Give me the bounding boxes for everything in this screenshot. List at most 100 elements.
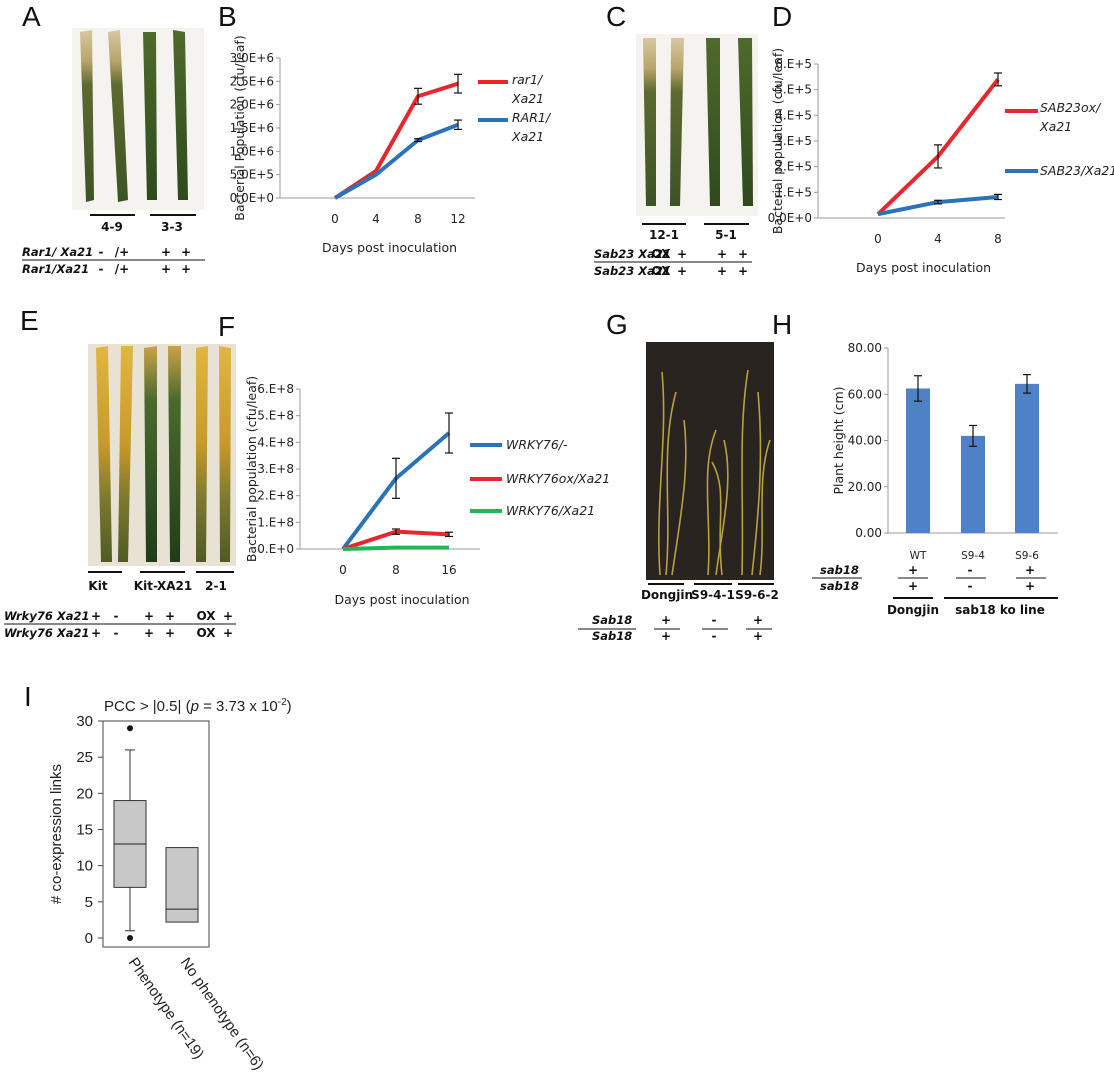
genotype-row-label: sab18 (820, 563, 859, 577)
y-tick-label: 25 (76, 749, 93, 766)
leaf-image (168, 346, 181, 562)
genotype-symbol: + (908, 579, 918, 593)
y-tick-label: 6.E+8 (257, 382, 294, 396)
x-tick-label: WT (910, 550, 927, 562)
series-line (333, 81, 459, 200)
genotype-symbol: + (738, 247, 748, 261)
y-axis-label: Bacterial population (cfu/leaf) (770, 48, 785, 234)
panel-label-h: H (772, 309, 792, 340)
panel-f: F (218, 311, 235, 342)
x-tick-label: 8 (414, 212, 422, 226)
leaf-image (118, 346, 133, 562)
outlier-point (127, 935, 133, 941)
leaf-image (219, 346, 231, 562)
series-line (334, 122, 459, 200)
genotype-symbol: /+ (115, 262, 129, 276)
y-tick-label: 3.E+5 (775, 134, 812, 148)
y-tick-label: 80.00 (848, 341, 882, 355)
y-tick-label: 2.0E+6 (230, 98, 274, 112)
genotype-row-label: Sab18 (592, 629, 632, 643)
leaf-image (173, 30, 188, 200)
genotype-symbol: + (223, 626, 233, 640)
legend-label: WRKY76ox/Xa21 (506, 471, 610, 486)
genotype-symbol: + (661, 629, 671, 643)
chart-d: 0.0E+0 1.E+5 2.E+5 3.E+5 4.E+5 5.E+5 6.E+5 0 4 8 B… (768, 48, 1114, 275)
y-tick-label: 1.E+5 (775, 185, 812, 199)
leaf-image (96, 346, 112, 562)
y-tick-label: 3.0E+6 (230, 51, 274, 65)
panel-label-i: I (24, 681, 32, 712)
genotype-symbol: + (161, 245, 171, 259)
panel-a: A 4-9 3-3 Rar1/ Xa21 Rar1/Xa21 - /+ + + … (22, 1, 205, 276)
y-tick-label: 2.E+8 (257, 489, 294, 503)
panel-label-e: E (20, 305, 39, 336)
leaf-image (196, 346, 208, 562)
x-tick-label: 16 (441, 563, 456, 577)
series-line (342, 545, 449, 551)
leaf-image (670, 38, 684, 206)
genotype-symbol: + (753, 613, 763, 627)
legend-label: Xa21 (511, 91, 544, 106)
genotype-symbol: + (144, 626, 154, 640)
leaf-image (108, 30, 128, 202)
genotype-row-label: Rar1/Xa21 (22, 262, 89, 276)
y-tick-label: 0 (85, 930, 93, 947)
panel-g: G Dongjin S9-4-1 S9-6-2 Sab18 Sab18 + - … (578, 309, 779, 643)
genotype-symbol: + (1025, 563, 1035, 577)
leaf-photo-c (636, 34, 758, 216)
genotype-symbol: + (738, 264, 748, 278)
y-tick-label: 5.0E+5 (230, 168, 274, 182)
y-axis-label: Plant height (cm) (831, 386, 846, 494)
chart-b: 0.0E+0 5.0E+5 1.0E+6 1.5E+6 2.0E+6 2.5E+6 3.0E… (230, 35, 552, 255)
y-axis-label: Bacterial population (cfu/leaf) (244, 376, 259, 562)
x-tick-label: 4 (372, 212, 380, 226)
genotype-symbol: - (99, 262, 104, 276)
bar (961, 435, 985, 533)
x-tick-label: 0 (874, 232, 882, 246)
y-tick-label: 2.E+5 (775, 160, 812, 174)
y-tick-label: 40.00 (848, 434, 882, 448)
genotype-row-label: Sab18 (592, 613, 632, 627)
genotype-row-label: Wrky76 Xa21 (4, 609, 89, 623)
leaf-image (643, 38, 656, 206)
y-tick-label: 1.5E+6 (230, 121, 274, 135)
box (165, 847, 199, 923)
y-axis-label: # co-expression links (48, 764, 65, 904)
group-label: Dongjin (887, 603, 939, 617)
x-tick-label: 0 (331, 212, 339, 226)
genotype-symbol: + (165, 609, 175, 623)
panel-label-g: G (606, 309, 628, 340)
legend-label: rar1/ (512, 72, 544, 87)
outlier-point (127, 725, 133, 732)
genotype-symbol: - (114, 626, 119, 640)
genotype-symbol: + (161, 262, 171, 276)
panel-label-b: B (218, 1, 237, 32)
leaf-photo-e (88, 344, 236, 566)
genotype-symbol: + (165, 626, 175, 640)
genotype-symbol: + (717, 264, 727, 278)
line-label: 2-1 (205, 579, 227, 593)
y-tick-label: 10 (76, 858, 93, 875)
y-tick-label: 60.00 (848, 387, 882, 401)
genotype-symbol: - (968, 563, 973, 577)
boxplot-title: PCC > |0.5| (p = 3.73 x 10-2) (104, 697, 292, 715)
y-tick-label: 1.0E+6 (230, 144, 274, 158)
y-tick-label: 5.E+8 (257, 409, 294, 423)
chart-f: 0.E+0 1.E+8 2.E+8 3.E+8 4.E+8 5.E+8 6.E+8 0 8 16 B… (244, 376, 610, 607)
leaf-image (706, 38, 720, 206)
x-tick-label: 12 (450, 212, 465, 226)
panel-label-f: F (218, 311, 235, 342)
bar (1015, 383, 1039, 533)
panel-c: C 12-1 5-1 Sab23 Xa21 Sab23 Xa21 OX + + … (594, 1, 758, 278)
x-tick-label: 8 (392, 563, 400, 577)
genotype-symbol: - (99, 245, 104, 259)
genotype-symbol: OX (196, 626, 216, 640)
line-label: S9-4-1 (691, 588, 735, 602)
genotype-symbol: + (677, 264, 687, 278)
genotype-symbol: + (677, 247, 687, 261)
chart-h: 0.00 20.00 40.00 60.00 80.00 WT S9-4 S9-6 Plant … (831, 341, 1058, 562)
legend-label: Xa21 (511, 129, 544, 144)
x-tick-label: 8 (994, 232, 1002, 246)
y-tick-label: 0.E+0 (257, 542, 294, 556)
